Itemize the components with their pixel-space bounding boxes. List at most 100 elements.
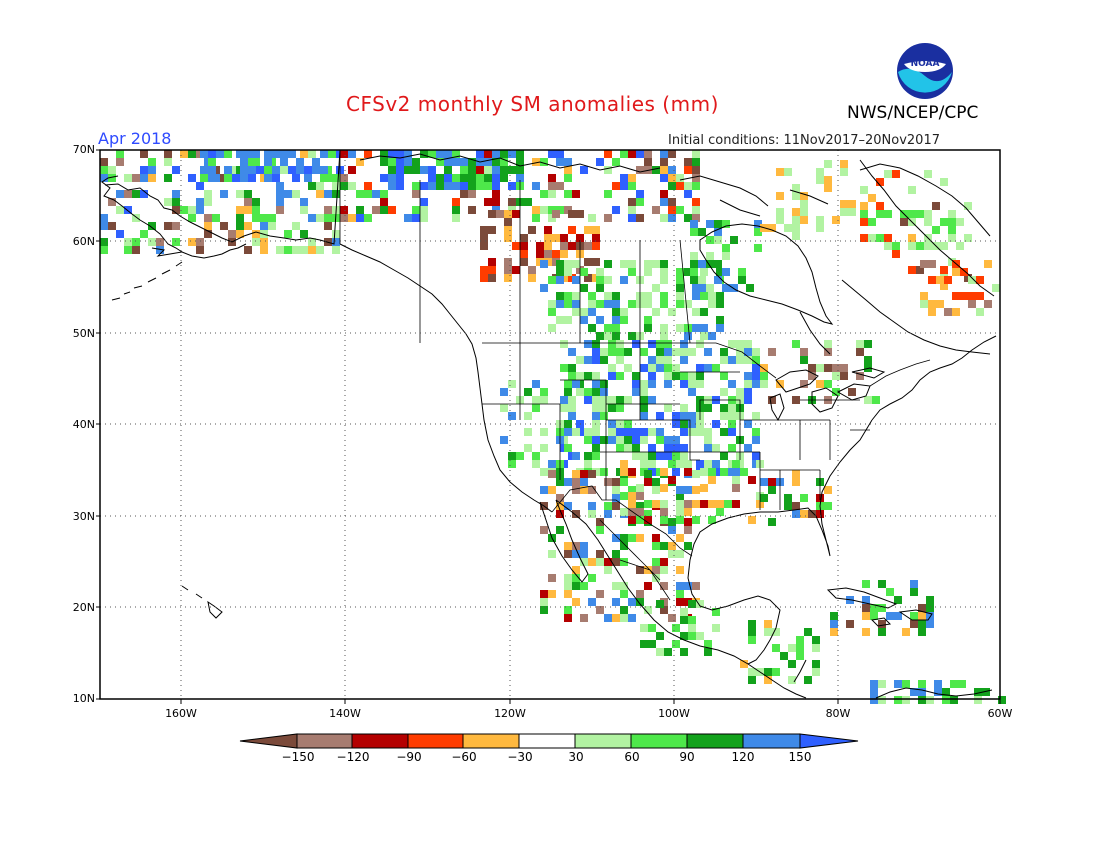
anomaly-cell <box>624 364 632 372</box>
anomaly-cell <box>884 242 892 250</box>
anomaly-cell <box>792 192 800 200</box>
anomaly-cell <box>684 324 692 332</box>
anomaly-cell <box>300 230 308 238</box>
anomaly-cell <box>372 190 380 198</box>
anomaly-cell <box>776 192 784 200</box>
anomaly-cell <box>764 628 772 636</box>
anomaly-cell <box>918 604 926 612</box>
anomaly-cell <box>926 604 934 612</box>
anomaly-cell <box>800 216 808 224</box>
anomaly-cell <box>612 558 620 566</box>
anomaly-cell <box>540 428 548 436</box>
anomaly-cell <box>768 348 776 356</box>
anomaly-cell <box>668 166 676 174</box>
anomaly-cell <box>116 230 124 238</box>
anomaly-cell <box>556 260 564 268</box>
anomaly-cell <box>244 198 252 206</box>
anomaly-cell <box>628 182 636 190</box>
anomaly-cell <box>644 158 652 166</box>
anomaly-cell <box>768 478 776 486</box>
anomaly-cell <box>532 460 540 468</box>
anomaly-cell <box>664 348 672 356</box>
anomaly-cell <box>692 324 700 332</box>
anomaly-cell <box>540 206 548 214</box>
anomaly-cell <box>776 168 784 176</box>
anomaly-cell <box>940 266 948 274</box>
anomaly-cell <box>676 284 684 292</box>
anomaly-cell <box>652 500 660 508</box>
anomaly-cell <box>332 182 340 190</box>
anomaly-cell <box>548 190 556 198</box>
anomaly-cell <box>564 300 572 308</box>
anomaly-cell <box>948 218 956 226</box>
anomaly-cell <box>568 242 576 250</box>
coastline-james-bay <box>799 311 831 355</box>
anomaly-cell <box>692 308 700 316</box>
anomaly-cell <box>942 688 950 696</box>
anomaly-cell <box>768 396 776 404</box>
anomaly-cell <box>870 680 878 688</box>
anomaly-cell <box>772 644 780 652</box>
anomaly-cell <box>984 300 992 308</box>
anomaly-cell <box>688 624 696 632</box>
anomaly-cell <box>584 242 592 250</box>
anomaly-cell <box>700 500 708 508</box>
anomaly-cell <box>754 244 762 252</box>
anomaly-cell <box>732 476 740 484</box>
anomaly-cell <box>312 166 320 174</box>
anomaly-cell <box>260 222 268 230</box>
anomaly-cell <box>116 206 124 214</box>
anomaly-cell <box>232 174 240 182</box>
anomaly-cell <box>568 210 576 218</box>
anomaly-cell <box>428 174 436 182</box>
anomaly-cell <box>284 230 292 238</box>
anomaly-cell <box>908 266 916 274</box>
anomaly-cell <box>288 166 296 174</box>
anomaly-cell <box>588 502 596 510</box>
anomaly-cell <box>556 276 564 284</box>
anomaly-cell <box>564 388 572 396</box>
anomaly-cell <box>704 460 712 468</box>
anomaly-cell <box>488 274 496 282</box>
anomaly-cell <box>572 478 580 486</box>
anomaly-cell <box>848 200 856 208</box>
anomaly-cell <box>460 190 468 198</box>
coastline-cuba <box>826 587 898 609</box>
anomaly-cell <box>636 508 644 516</box>
anomaly-cell <box>620 542 628 550</box>
anomaly-cell <box>552 234 560 242</box>
anomaly-cell <box>580 478 588 486</box>
anomaly-cell <box>752 452 760 460</box>
anomaly-cell <box>564 174 572 182</box>
anomaly-cell <box>600 388 608 396</box>
anomaly-cell <box>660 516 668 524</box>
anomaly-cell <box>692 214 700 222</box>
lat-label-60n: 60N <box>72 235 95 248</box>
anomaly-cell <box>412 206 420 214</box>
anomaly-cell <box>572 582 580 590</box>
anomaly-cell <box>612 316 620 324</box>
anomaly-cell <box>580 550 588 558</box>
lon-label-120w: 120W <box>494 707 526 720</box>
anomaly-cell <box>824 184 832 192</box>
anomaly-cell <box>672 372 680 380</box>
anomaly-cell <box>644 316 652 324</box>
anomaly-cell <box>950 680 958 688</box>
anomaly-cell <box>572 550 580 558</box>
anomaly-cell <box>688 380 696 388</box>
anomaly-cell <box>584 388 592 396</box>
anomaly-cell <box>476 182 484 190</box>
anomaly-cell <box>768 518 776 526</box>
anomaly-cell <box>580 268 588 276</box>
anomaly-cell <box>476 166 484 174</box>
anomaly-cell <box>356 190 364 198</box>
anomaly-cell <box>878 604 886 612</box>
anomaly-cell <box>476 174 484 182</box>
anomaly-cell <box>404 150 412 158</box>
anomaly-cell <box>580 542 588 550</box>
anomaly-cell <box>926 620 934 628</box>
anomaly-cell <box>556 478 564 486</box>
anomaly-cell <box>588 470 596 478</box>
anomaly-cell <box>584 226 592 234</box>
anomaly-cell <box>644 516 652 524</box>
